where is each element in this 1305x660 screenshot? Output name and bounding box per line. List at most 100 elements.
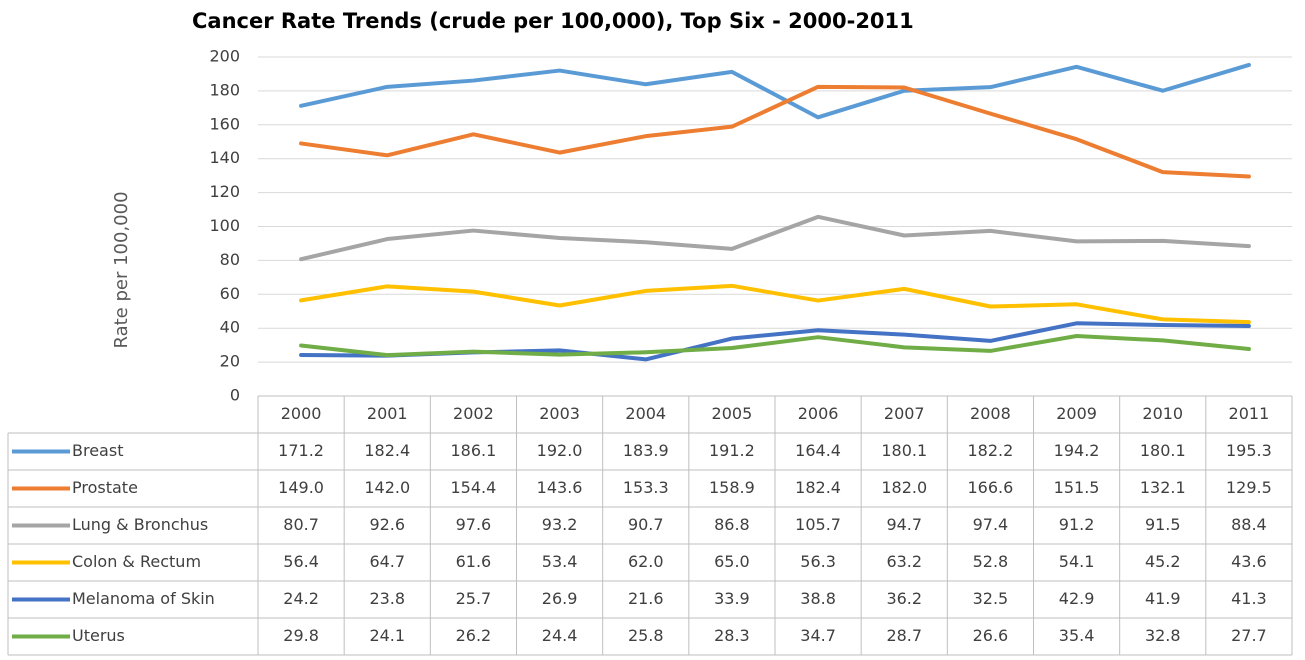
table-value: 65.0	[714, 552, 750, 571]
y-tick-label: 100	[209, 216, 240, 235]
table-value: 94.7	[886, 515, 922, 534]
table-value: 149.0	[278, 478, 324, 497]
y-tick-label: 60	[220, 284, 240, 303]
table-value: 186.1	[451, 441, 497, 460]
x-tick-label: 2000	[281, 404, 322, 423]
table-value: 41.3	[1231, 589, 1267, 608]
x-tick-label: 2006	[798, 404, 839, 423]
table-value: 45.2	[1145, 552, 1181, 571]
table-value: 93.2	[542, 515, 578, 534]
table-value: 91.2	[1059, 515, 1095, 534]
table-value: 90.7	[628, 515, 664, 534]
table-value: 195.3	[1226, 441, 1272, 460]
table-value: 28.7	[886, 626, 922, 645]
series-line	[299, 214, 1251, 262]
table-value: 180.1	[1140, 441, 1186, 460]
table-value: 28.3	[714, 626, 750, 645]
table-value: 24.2	[283, 589, 319, 608]
table-value: 42.9	[1059, 589, 1095, 608]
table-value: 192.0	[537, 441, 583, 460]
table-value: 21.6	[628, 589, 664, 608]
table-value: 41.9	[1145, 589, 1181, 608]
table-value: 43.6	[1231, 552, 1267, 571]
x-tick-label: 2003	[539, 404, 580, 423]
table-value: 25.7	[456, 589, 492, 608]
table-value: 91.5	[1145, 515, 1181, 534]
table-value: 171.2	[278, 441, 324, 460]
legend-label: Melanoma of Skin	[72, 589, 215, 608]
table-value: 97.4	[973, 515, 1009, 534]
y-tick-label: 140	[209, 148, 240, 167]
series-line	[299, 84, 1251, 179]
table-value: 143.6	[537, 478, 583, 497]
table-value: 166.6	[968, 478, 1014, 497]
table-value: 97.6	[456, 515, 492, 534]
table-value: 32.5	[973, 589, 1009, 608]
table-value: 33.9	[714, 589, 750, 608]
table-value: 35.4	[1059, 626, 1095, 645]
legend-label: Breast	[72, 441, 123, 460]
table-value: 52.8	[973, 552, 1009, 571]
table-value: 62.0	[628, 552, 664, 571]
table-value: 132.1	[1140, 478, 1186, 497]
x-tick-label: 2009	[1056, 404, 1097, 423]
x-tick-label: 2008	[970, 404, 1011, 423]
x-tick-label: 2011	[1229, 404, 1270, 423]
table-value: 26.6	[973, 626, 1009, 645]
table-value: 154.4	[451, 478, 497, 497]
series-line	[299, 333, 1251, 358]
x-tick-label: 2007	[884, 404, 925, 423]
table-value: 191.2	[709, 441, 755, 460]
table-value: 56.3	[800, 552, 836, 571]
y-tick-label: 160	[209, 114, 240, 133]
table-value: 34.7	[800, 626, 836, 645]
legend-label: Uterus	[72, 626, 125, 645]
table-value: 26.2	[456, 626, 492, 645]
table-value: 182.4	[364, 441, 410, 460]
table-value: 142.0	[364, 478, 410, 497]
table-value: 129.5	[1226, 478, 1272, 497]
y-tick-label: 40	[220, 318, 240, 337]
legend-label: Lung & Bronchus	[72, 515, 208, 534]
table-value: 86.8	[714, 515, 750, 534]
y-tick-label: 80	[220, 250, 240, 269]
table-value: 27.7	[1231, 626, 1267, 645]
y-tick-label: 0	[230, 386, 240, 405]
table-value: 61.6	[456, 552, 492, 571]
y-tick-label: 120	[209, 182, 240, 201]
table-value: 164.4	[795, 441, 841, 460]
y-tick-label: 200	[209, 47, 240, 66]
x-tick-label: 2004	[625, 404, 666, 423]
table-value: 38.8	[800, 589, 836, 608]
table-value: 88.4	[1231, 515, 1267, 534]
x-tick-label: 2005	[712, 404, 753, 423]
x-tick-label: 2001	[367, 404, 408, 423]
table-value: 23.8	[369, 589, 405, 608]
chart-title: Cancer Rate Trends (crude per 100,000), …	[192, 9, 914, 33]
table-value: 105.7	[795, 515, 841, 534]
series-line	[299, 283, 1251, 325]
table-value: 24.4	[542, 626, 578, 645]
x-tick-label: 2010	[1142, 404, 1183, 423]
y-tick-label: 20	[220, 352, 240, 371]
y-axis-label: Rate per 100,000	[111, 191, 132, 348]
table-value: 180.1	[881, 441, 927, 460]
table-value: 54.1	[1059, 552, 1095, 571]
table-value: 182.0	[881, 478, 927, 497]
table-value: 36.2	[886, 589, 922, 608]
table-value: 25.8	[628, 626, 664, 645]
y-tick-label: 180	[209, 80, 240, 99]
table-value: 26.9	[542, 589, 578, 608]
table-value: 158.9	[709, 478, 755, 497]
table-value: 182.2	[968, 441, 1014, 460]
legend-label: Colon & Rectum	[72, 552, 201, 571]
x-tick-label: 2002	[453, 404, 494, 423]
table-value: 56.4	[283, 552, 319, 571]
table-value: 151.5	[1054, 478, 1100, 497]
table-value: 80.7	[283, 515, 319, 534]
series-line	[299, 62, 1251, 120]
table-value: 63.2	[886, 552, 922, 571]
table-value: 194.2	[1054, 441, 1100, 460]
